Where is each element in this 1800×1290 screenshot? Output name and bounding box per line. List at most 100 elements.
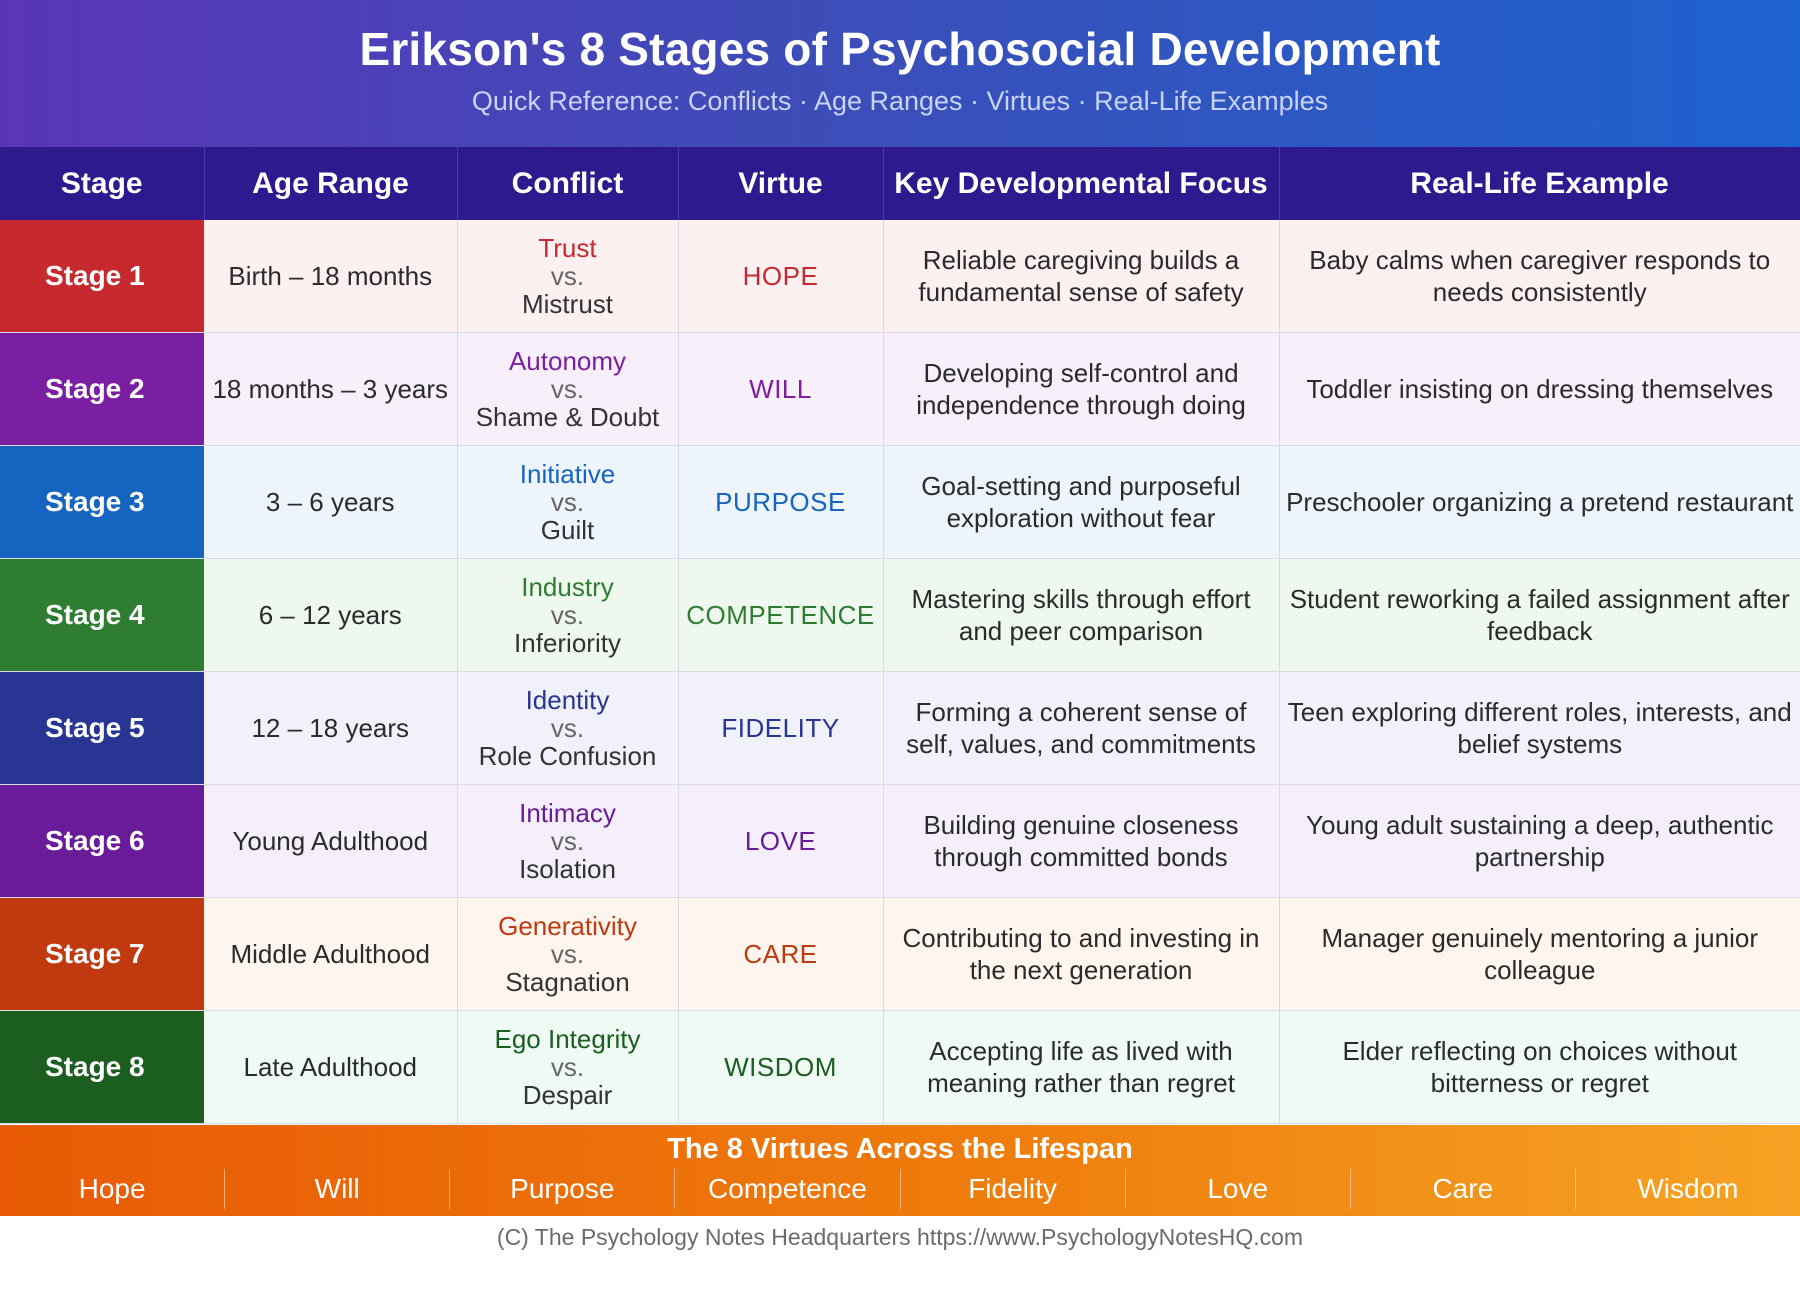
- age-range-cell: Middle Adulthood: [204, 897, 458, 1011]
- band-virtue-will: Will: [225, 1169, 451, 1209]
- stage-label: Stage 2: [0, 332, 204, 446]
- conflict-vs: vs.: [550, 826, 585, 856]
- column-header-age-range: Age Range: [204, 147, 458, 220]
- table-header-row: Stage Age Range Conflict Virtue Key Deve…: [0, 147, 1800, 220]
- copyright-footer: (C) The Psychology Notes Headquarters ht…: [496, 1224, 1304, 1250]
- stage-label: Stage 3: [0, 445, 204, 559]
- conflict-vs: vs.: [550, 487, 585, 517]
- band-virtue-fidelity: Fidelity: [901, 1169, 1126, 1209]
- virtue-cell: LOVE: [678, 784, 884, 898]
- virtue-cell: WILL: [678, 332, 884, 446]
- example-cell: Elder reflecting on choices without bitt…: [1279, 1010, 1800, 1124]
- stage-label: Stage 4: [0, 558, 204, 672]
- conflict-positive: Ego Integrity: [494, 1024, 641, 1054]
- virtues-band: The 8 Virtues Across the Lifespan Hope Wi…: [0, 1125, 1800, 1216]
- table-row: Stage 7 Middle Adulthood Generativity vs. St…: [0, 897, 1800, 1011]
- conflict-negative: Guilt: [540, 515, 595, 545]
- key-focus-cell: Contributing to and investing in the nex…: [883, 897, 1280, 1011]
- conflict-vs: vs.: [550, 713, 585, 743]
- virtue-cell: CARE: [678, 897, 884, 1011]
- virtues-band-list: Hope Will Purpose Competence Fidelity Love Car…: [0, 1169, 1800, 1209]
- band-virtue-hope: Hope: [0, 1169, 226, 1209]
- key-focus-cell: Forming a coherent sense of self, values…: [883, 671, 1280, 785]
- table-row: Stage 8 Late Adulthood Ego Integrity vs. Des…: [0, 1010, 1800, 1124]
- virtue-cell: COMPETENCE: [678, 558, 884, 672]
- band-virtue-care: Care: [1351, 1169, 1576, 1209]
- example-cell: Student reworking a failed assignment af…: [1279, 558, 1800, 672]
- key-focus-cell: Mastering skills through effort and peer…: [883, 558, 1280, 672]
- conflict-positive: Intimacy: [519, 798, 616, 828]
- conflict-negative: Isolation: [519, 854, 616, 884]
- stage-label: Stage 1: [0, 220, 204, 333]
- stages-table: Stage Age Range Conflict Virtue Key Deve…: [0, 147, 1800, 1124]
- example-cell: Teen exploring different roles, interest…: [1279, 671, 1800, 785]
- page-title: Erikson's 8 Stages of Psychosocial Devel…: [359, 23, 1441, 75]
- column-header-key-focus: Key Developmental Focus: [883, 147, 1280, 220]
- conflict-cell: Ego Integrity vs. Despair: [457, 1010, 679, 1124]
- stage-label: Stage 7: [0, 897, 204, 1011]
- column-header-example: Real-Life Example: [1279, 147, 1800, 220]
- table-row: Stage 1 Birth – 18 months Trust vs. Mistrust…: [0, 220, 1800, 333]
- stage-label: Stage 8: [0, 1010, 204, 1124]
- conflict-vs: vs.: [550, 600, 585, 630]
- key-focus-cell: Developing self-control and independence…: [883, 332, 1280, 446]
- conflict-cell: Autonomy vs. Shame & Doubt: [457, 332, 679, 446]
- example-cell: Baby calms when caregiver responds to ne…: [1279, 220, 1800, 333]
- conflict-negative: Mistrust: [522, 289, 613, 319]
- column-header-conflict: Conflict: [457, 147, 679, 220]
- conflict-cell: Generativity vs. Stagnation: [457, 897, 679, 1011]
- band-virtue-competence: Competence: [675, 1169, 901, 1209]
- age-range-cell: Young Adulthood: [204, 784, 458, 898]
- conflict-positive: Industry: [521, 572, 614, 602]
- stage-label: Stage 6: [0, 784, 204, 898]
- conflict-vs: vs.: [550, 374, 585, 404]
- stage-rows: Stage 1 Birth – 18 months Trust vs. Mistrust…: [0, 220, 1800, 1124]
- conflict-negative: Shame & Doubt: [475, 402, 660, 432]
- key-focus-cell: Accepting life as lived with meaning rat…: [883, 1010, 1280, 1124]
- virtue-cell: HOPE: [678, 220, 884, 333]
- conflict-vs: vs.: [550, 261, 585, 291]
- example-cell: Manager genuinely mentoring a junior col…: [1279, 897, 1800, 1011]
- conflict-positive: Trust: [538, 233, 597, 263]
- example-cell: Toddler insisting on dressing themselves: [1279, 332, 1800, 446]
- conflict-positive: Autonomy: [508, 346, 627, 376]
- age-range-cell: 3 – 6 years: [204, 445, 458, 559]
- conflict-negative: Role Confusion: [478, 741, 657, 771]
- virtues-band-title: The 8 Virtues Across the Lifespan: [667, 1133, 1133, 1165]
- virtue-cell: WISDOM: [678, 1010, 884, 1124]
- conflict-positive: Identity: [525, 685, 610, 715]
- conflict-negative: Inferiority: [514, 628, 621, 658]
- conflict-cell: Identity vs. Role Confusion: [457, 671, 679, 785]
- conflict-negative: Stagnation: [505, 967, 630, 997]
- example-cell: Young adult sustaining a deep, authentic…: [1279, 784, 1800, 898]
- age-range-cell: 12 – 18 years: [204, 671, 458, 785]
- column-header-virtue: Virtue: [678, 147, 884, 220]
- band-virtue-wisdom: Wisdom: [1637, 1173, 1739, 1204]
- conflict-cell: Initiative vs. Guilt: [457, 445, 679, 559]
- table-row: Stage 5 12 – 18 years Identity vs. Role Conf…: [0, 671, 1800, 785]
- conflict-cell: Trust vs. Mistrust: [457, 220, 679, 333]
- virtue-cell: FIDELITY: [678, 671, 884, 785]
- key-focus-cell: Goal-setting and purposeful exploration …: [883, 445, 1280, 559]
- stage-label: Stage 5: [0, 671, 204, 785]
- virtue-cell: PURPOSE: [678, 445, 884, 559]
- band-virtue-love: Love: [1126, 1169, 1351, 1209]
- table-row: Stage 6 Young Adulthood Intimacy vs. Isolati…: [0, 784, 1800, 898]
- page-subtitle: Quick Reference: Conflicts · Age Ranges …: [471, 86, 1329, 116]
- age-range-cell: Late Adulthood: [204, 1010, 458, 1124]
- age-range-cell: 18 months – 3 years: [204, 332, 458, 446]
- band-virtue-purpose: Purpose: [450, 1169, 676, 1209]
- column-header-stage: Stage: [0, 147, 205, 220]
- example-cell: Preschooler organizing a pretend restaur…: [1279, 445, 1800, 559]
- conflict-cell: Industry vs. Inferiority: [457, 558, 679, 672]
- key-focus-cell: Reliable caregiving builds a fundamental…: [883, 220, 1280, 333]
- conflict-positive: Generativity: [498, 911, 637, 941]
- header-banner: Erikson's 8 Stages of Psychosocial Devel…: [0, 0, 1800, 147]
- key-focus-cell: Building genuine closeness through commi…: [883, 784, 1280, 898]
- conflict-vs: vs.: [550, 1052, 585, 1082]
- conflict-negative: Despair: [522, 1080, 613, 1110]
- conflict-vs: vs.: [550, 939, 585, 969]
- age-range-cell: 6 – 12 years: [204, 558, 458, 672]
